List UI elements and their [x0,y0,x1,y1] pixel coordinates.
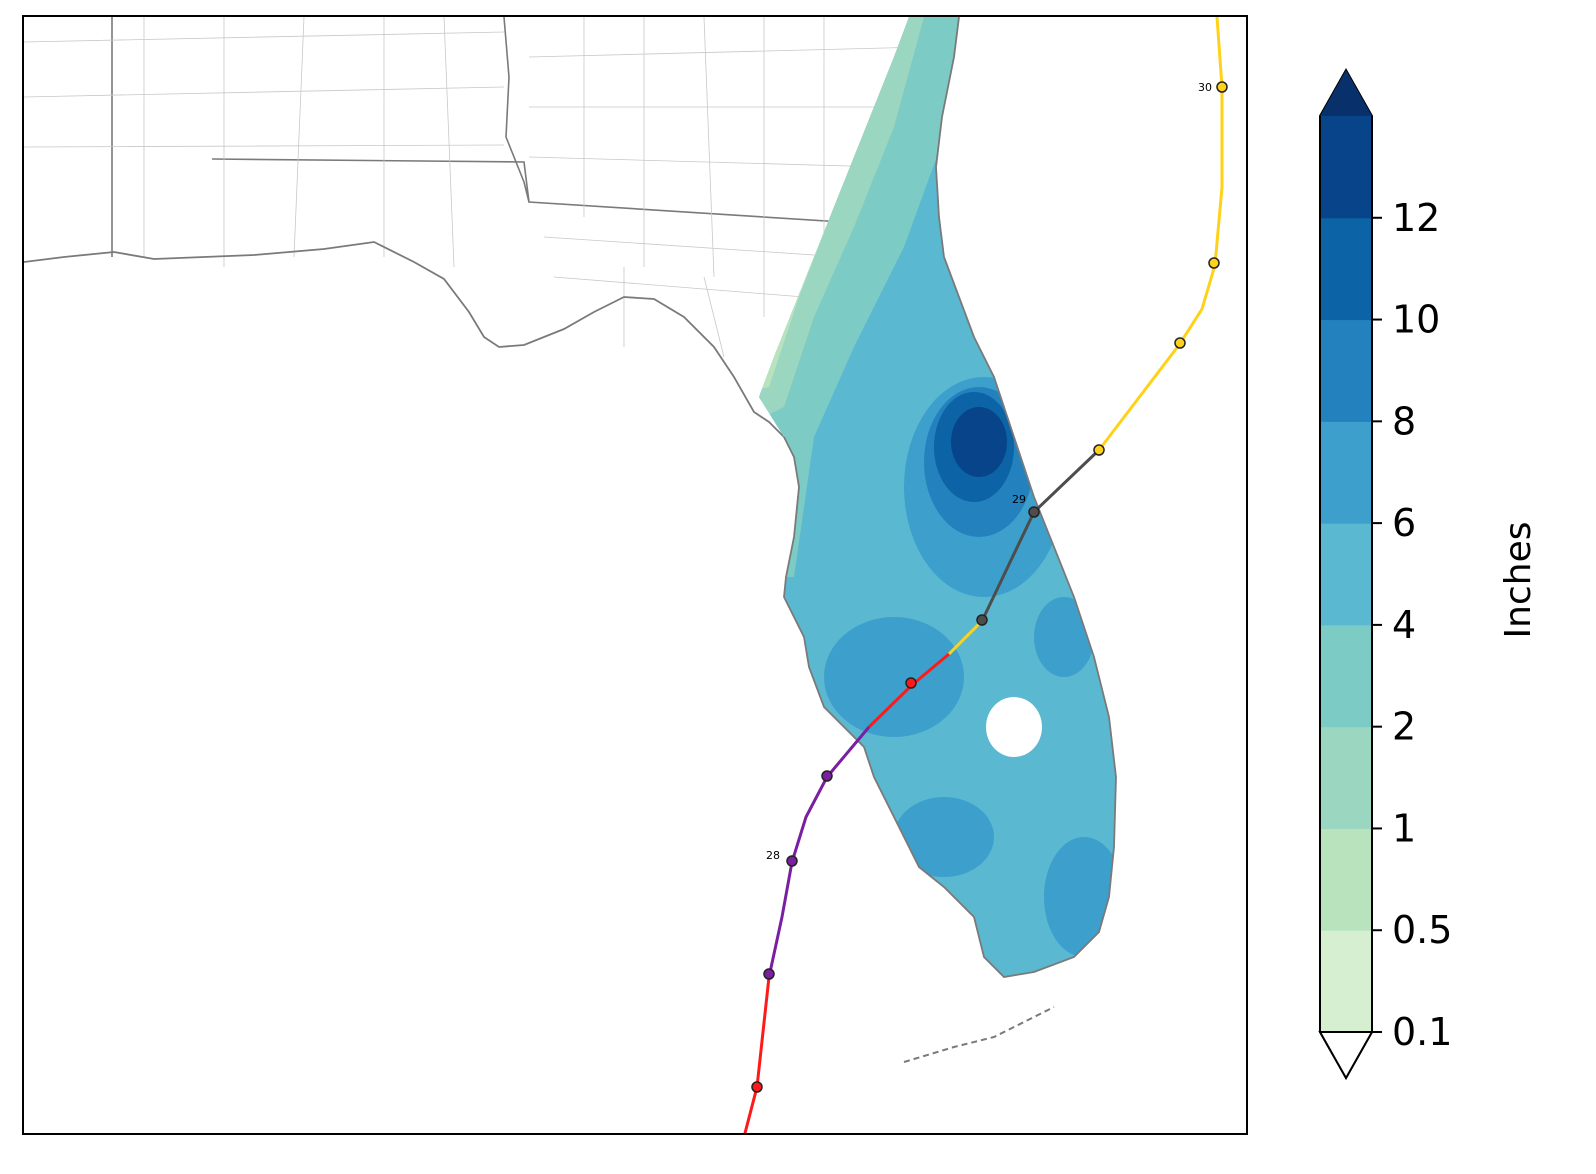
colorbar-tick-label: 6 [1392,501,1416,545]
county-lines [24,17,925,358]
track-point [786,855,798,867]
track-point [1093,444,1105,456]
colorbar-title: Inches [1498,522,1539,639]
map-panel: 28 29 30 [22,15,1248,1135]
track-point [751,1081,763,1093]
colorbar-tick-label: 1 [1392,806,1416,850]
colorbar-segment [1320,421,1372,524]
state-boundaries [111,17,915,257]
colorbar-tick-label: 0.1 [1392,1010,1452,1054]
colorbar-tick-label: 12 [1392,196,1440,240]
colorbar-segment [1320,930,1372,1033]
colorbar-segment [1320,217,1372,321]
track-points [751,81,1228,1093]
colorbar-segment [1320,726,1372,829]
colorbar-segment [1320,624,1372,728]
colorbar-tick-label: 2 [1392,705,1416,749]
colorbar-tick-label: 4 [1392,603,1416,647]
rainfall-field [759,17,1116,977]
track-day-label-30: 30 [1198,81,1212,94]
florida-keys [903,1006,1055,1063]
peninsula-coast [783,17,1117,978]
colorbar-segment [1320,523,1372,626]
track-point [821,770,833,782]
colorbar-extend-bottom [1318,1031,1374,1081]
track-segment-red-south [743,976,771,1133]
colorbar-segment [1320,828,1372,931]
track-point [905,677,917,689]
colorbar-tick-label: 10 [1392,298,1440,342]
track-segment-purple [767,726,871,978]
colorbar-segment [1320,319,1372,422]
colorbar-extend-top [1320,70,1372,116]
colorbar-segments [1319,67,1373,1081]
track-point [763,968,775,980]
panhandle-coast [24,241,785,438]
track-point [976,614,988,626]
track-point [1028,506,1040,518]
track-point [1174,337,1186,349]
colorbar-tick-label: 8 [1392,399,1416,443]
track-segment-yellow-inland [947,619,984,656]
track-day-label-28: 28 [766,849,780,862]
colorbar-segment [1320,116,1372,219]
track-point [1216,81,1228,93]
rainfall-map: 28 29 30 [24,17,1228,1133]
colorbar-tick-label: 0.5 [1392,908,1452,952]
track-day-label-29: 29 [1012,493,1026,506]
track-point [1208,257,1220,269]
